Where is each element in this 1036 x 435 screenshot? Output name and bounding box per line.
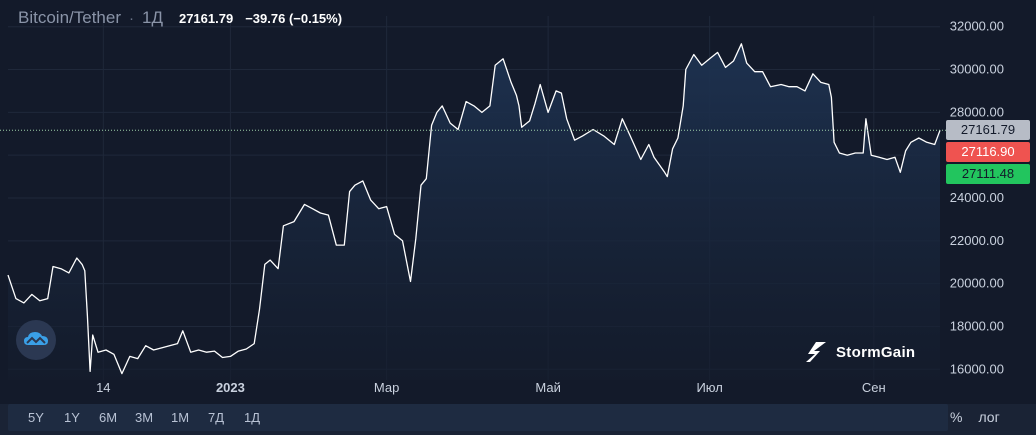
range-6m-button[interactable]: 6M	[98, 410, 118, 425]
log-scale-button[interactable]: лог	[978, 409, 1000, 425]
price-chart[interactable]: 16000.00 18000.00 20000.00 22000.00 24000.00…	[0, 0, 1036, 404]
x-tick-label: Мар	[374, 380, 399, 395]
header-separator: ·	[129, 10, 134, 27]
x-tick-label: Сен	[862, 380, 886, 395]
x-axis: 14 2023 Мар Май Июл Сен	[96, 380, 886, 395]
y-tick-label: 30000.00	[950, 62, 1004, 77]
y-tick-label: 24000.00	[950, 190, 1004, 205]
scale-options: % лог	[950, 409, 1000, 425]
last-price-value: 27161.79	[178, 11, 234, 26]
stormgain-logo-icon	[806, 342, 826, 362]
price-change-value: −39.76 (−0.15%)	[245, 11, 343, 26]
bid-price-badge: 27111.48	[946, 164, 1030, 185]
range-1d-button[interactable]: 1Д	[243, 410, 261, 425]
chart-header: Bitcoin/Tether · 1Д 27161.79 −39.76 (−0.…	[18, 8, 342, 28]
y-tick-label: 28000.00	[950, 104, 1004, 119]
bottom-toolbar: 5Y 1Y 6M 3M 1M 7Д 1Д % лог	[0, 404, 1036, 435]
range-selector: 5Y 1Y 6M 3M 1M 7Д 1Д	[8, 404, 948, 431]
range-1m-button[interactable]: 1M	[170, 410, 190, 425]
x-tick-label: 14	[96, 380, 110, 395]
price-line	[7, 43, 941, 375]
range-5y-button[interactable]: 5Y	[28, 410, 44, 425]
x-tick-label: Июл	[696, 380, 722, 395]
ask-price-badge: 27116.90	[946, 142, 1030, 163]
cloud-logo-icon[interactable]	[16, 320, 56, 360]
y-tick-label: 18000.00	[950, 318, 1004, 333]
y-axis: 16000.00 18000.00 20000.00 22000.00 24000.00…	[950, 19, 1004, 377]
range-3m-button[interactable]: 3M	[134, 410, 154, 425]
x-tick-label: Май	[535, 380, 560, 395]
timeframe-label: 1Д	[142, 8, 163, 27]
stormgain-brand: StormGain	[806, 342, 915, 362]
y-tick-label: 32000.00	[950, 19, 1004, 34]
price-area-fill	[8, 43, 940, 381]
percent-scale-button[interactable]: %	[950, 409, 963, 425]
range-7d-button[interactable]: 7Д	[207, 410, 225, 425]
y-tick-label: 16000.00	[950, 361, 1004, 376]
range-1y-button[interactable]: 1Y	[64, 410, 80, 425]
y-tick-label: 22000.00	[950, 233, 1004, 248]
x-tick-label: 2023	[216, 380, 245, 395]
last-price-badge: 27161.79	[946, 120, 1030, 141]
brand-name: StormGain	[836, 343, 916, 361]
y-tick-label: 20000.00	[950, 276, 1004, 291]
symbol-name: Bitcoin/Tether	[18, 8, 121, 27]
